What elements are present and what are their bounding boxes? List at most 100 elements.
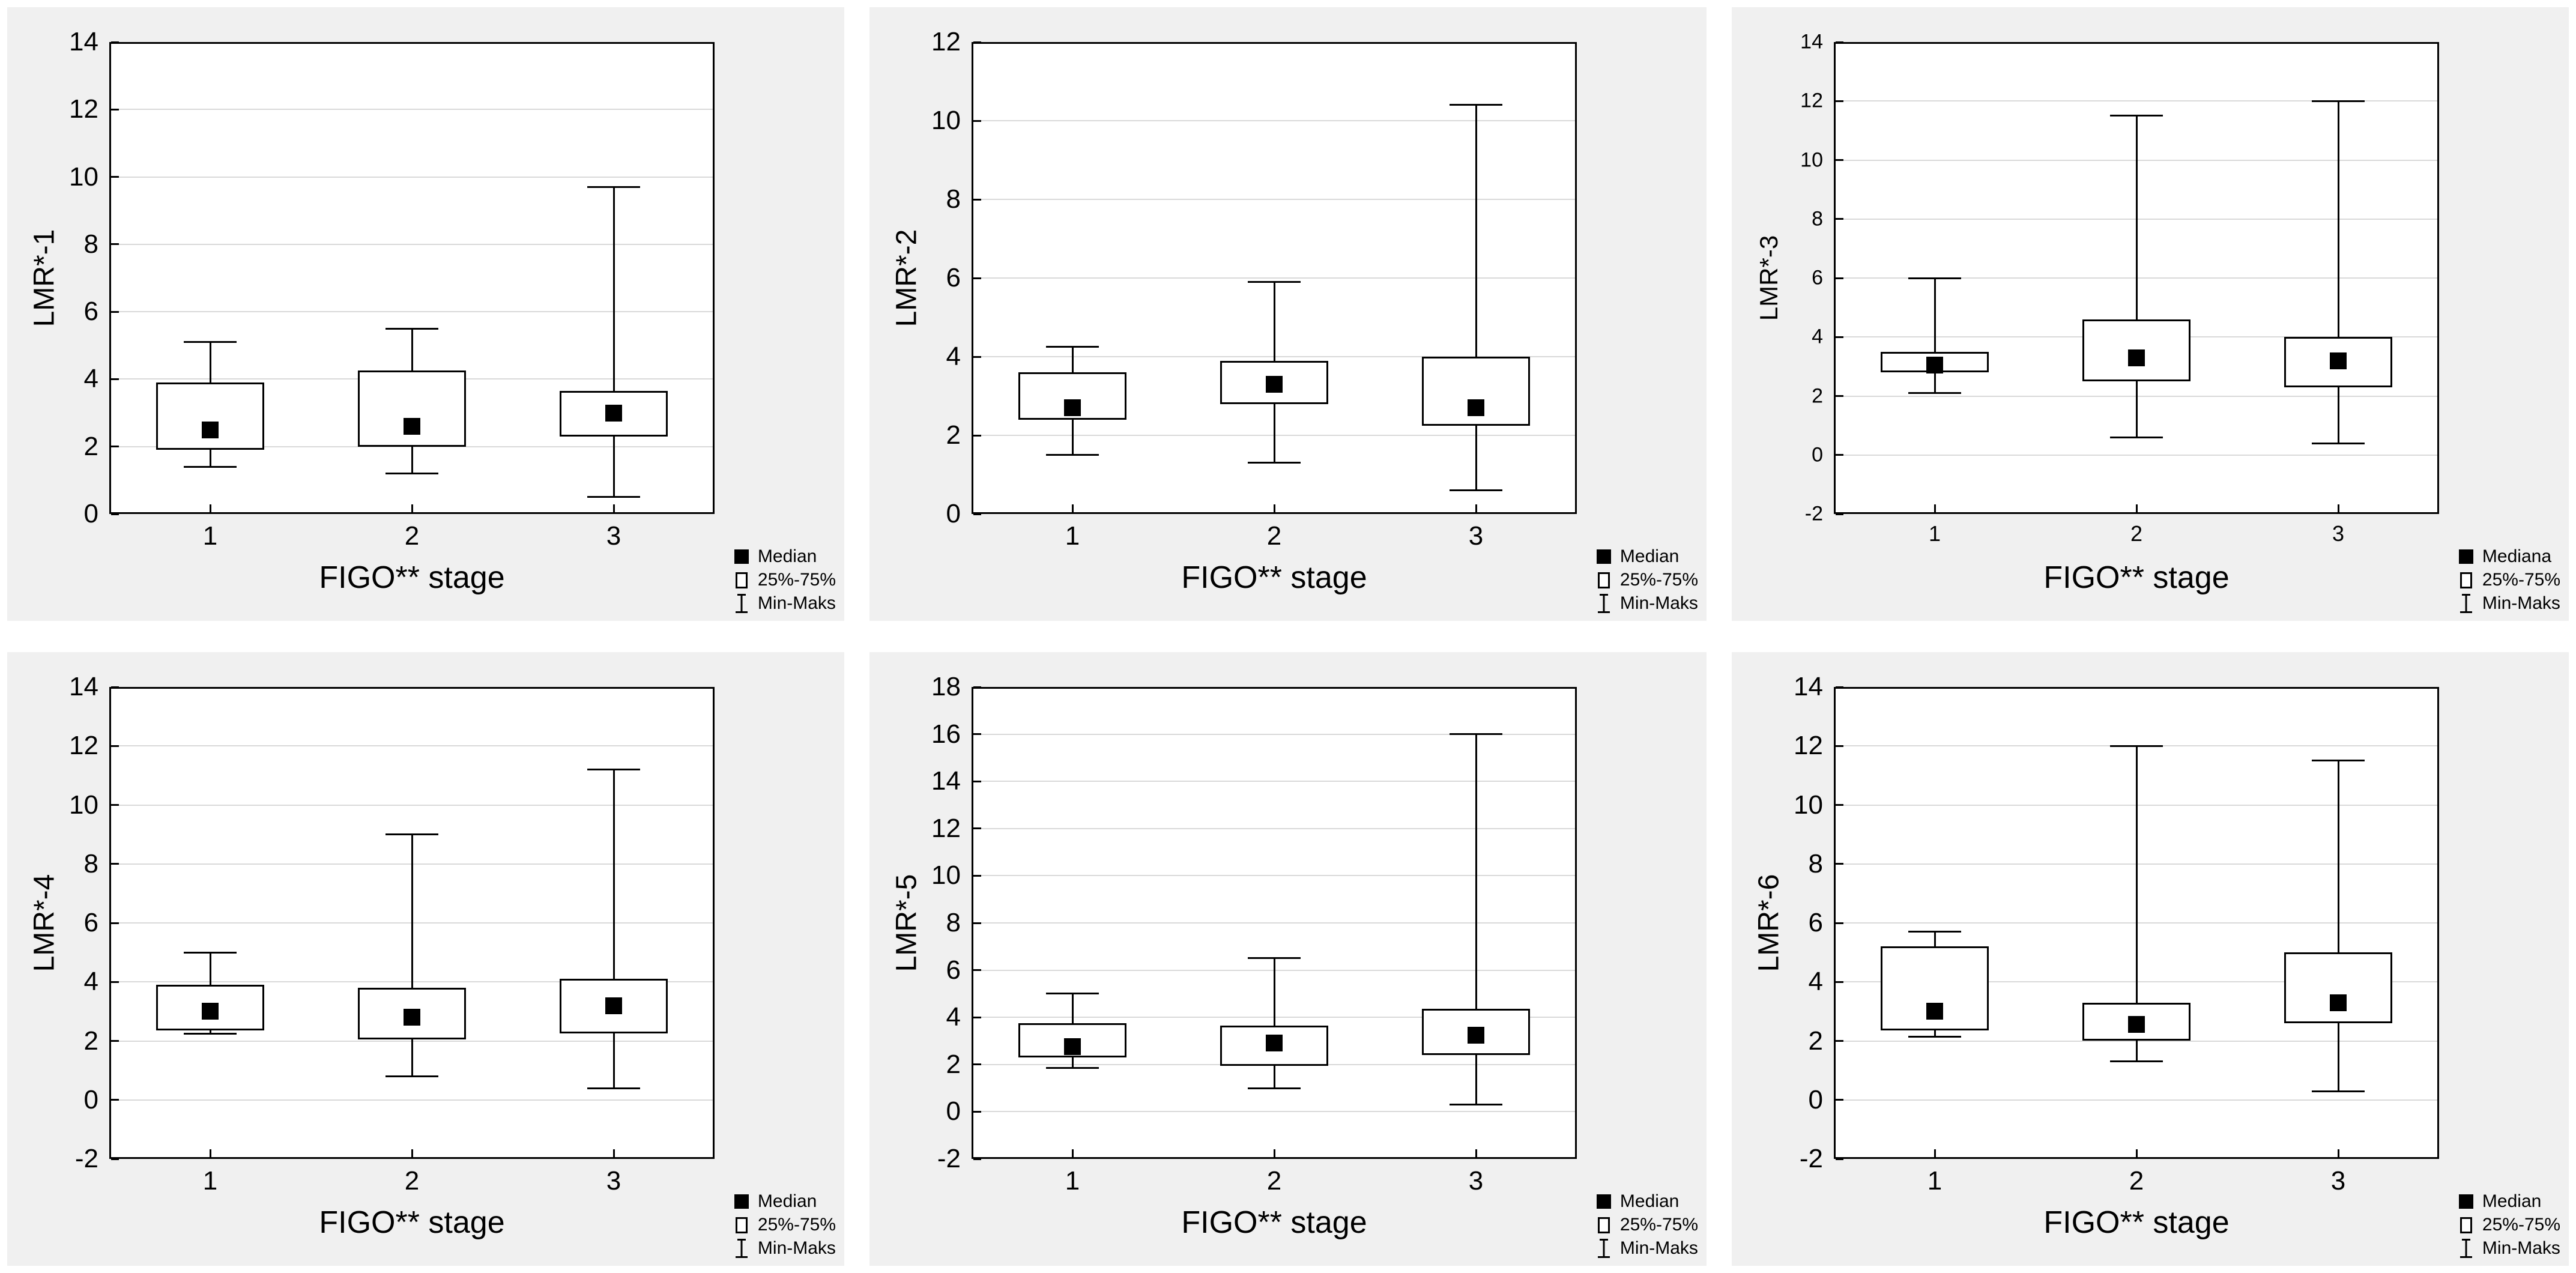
whisker-line bbox=[2337, 101, 2339, 444]
y-axis-tick-label: -2 bbox=[1804, 502, 1823, 525]
min-max-whisker-icon bbox=[1597, 594, 1610, 613]
legend-icon-cell bbox=[733, 549, 751, 564]
median-marker bbox=[1266, 1035, 1283, 1052]
x-axis-tick bbox=[1273, 1149, 1275, 1157]
y-axis-tick-label: 10 bbox=[931, 106, 961, 135]
gridline bbox=[1834, 100, 2439, 102]
median-marker bbox=[1926, 356, 1943, 373]
x-axis-tick-label: 1 bbox=[1928, 521, 1941, 546]
x-axis-tick-label: 3 bbox=[1468, 1166, 1484, 1196]
legend-icon-cell bbox=[2457, 1217, 2475, 1233]
legend-icon-cell bbox=[2457, 572, 2475, 588]
y-axis-tick-label: 2 bbox=[946, 1049, 961, 1079]
median-marker bbox=[202, 421, 219, 438]
y-axis-tick-label: 6 bbox=[83, 908, 98, 937]
y-axis-tick-label: 2 bbox=[1808, 1026, 1823, 1056]
y-axis-tick bbox=[1836, 218, 1843, 220]
x-axis-tick-label: 2 bbox=[1266, 521, 1282, 551]
gridline bbox=[972, 781, 1577, 782]
x-axis-tick-label: 1 bbox=[202, 1166, 218, 1196]
x-axis-tick-label: 2 bbox=[2130, 521, 2143, 546]
y-axis-tick-label: 6 bbox=[946, 263, 961, 292]
plot-area bbox=[972, 686, 1577, 1160]
y-axis-tick-label: 6 bbox=[946, 955, 961, 985]
legend-icon-cell bbox=[2457, 594, 2475, 613]
gridline bbox=[109, 1099, 715, 1101]
y-axis-tick-label: 8 bbox=[946, 184, 961, 214]
legend-row-median: Median bbox=[1595, 546, 1698, 567]
median-marker bbox=[2330, 994, 2347, 1011]
y-axis-tick-label: 4 bbox=[83, 967, 98, 997]
y-axis-tick-label: 4 bbox=[946, 1002, 961, 1032]
y-axis-tick-label: 0 bbox=[946, 499, 961, 528]
median-marker bbox=[2128, 349, 2145, 366]
y-axis-tick-label: 10 bbox=[69, 162, 98, 192]
legend-icon-cell bbox=[2457, 1194, 2475, 1209]
y-axis-tick bbox=[973, 922, 981, 924]
y-axis-tick-label: 4 bbox=[83, 364, 98, 394]
legend-label-iqr: 25%-75% bbox=[2482, 570, 2560, 590]
whisker-cap-max bbox=[2110, 115, 2163, 117]
median-marker bbox=[605, 997, 622, 1014]
median-marker bbox=[2330, 352, 2347, 369]
whisker-cap-min bbox=[587, 1087, 640, 1089]
y-axis-tick-label: 4 bbox=[1812, 325, 1823, 348]
x-axis-title: FIGO** stage bbox=[1181, 1205, 1367, 1240]
legend-row-median: Median bbox=[733, 546, 836, 567]
gridline bbox=[972, 1111, 1577, 1113]
legend-row-minmax: Min-Maks bbox=[733, 1238, 836, 1259]
gridline bbox=[972, 277, 1577, 279]
y-axis-tick bbox=[973, 513, 981, 515]
legend-icon-cell bbox=[2457, 549, 2475, 564]
y-axis-tick-label: 8 bbox=[946, 908, 961, 937]
plot-area bbox=[109, 41, 715, 515]
median-marker bbox=[605, 404, 622, 422]
plot-area bbox=[1834, 686, 2439, 1160]
x-axis-tick-label: 2 bbox=[1266, 1166, 1282, 1196]
plot-area bbox=[109, 686, 715, 1160]
legend-row-median: Median bbox=[1595, 1191, 1698, 1212]
x-axis-title: FIGO** stage bbox=[1181, 560, 1367, 595]
gridline bbox=[1834, 454, 2439, 456]
y-axis-tick-label: 8 bbox=[83, 848, 98, 878]
median-marker-icon bbox=[2458, 549, 2473, 564]
x-axis-title: FIGO** stage bbox=[319, 1205, 505, 1240]
legend-icon-cell bbox=[1595, 549, 1613, 564]
legend-row-iqr: 25%-75% bbox=[733, 570, 836, 590]
legend-icon-cell bbox=[1595, 572, 1613, 588]
y-axis-tick-label: 14 bbox=[1800, 30, 1823, 53]
whisker-line bbox=[1273, 958, 1275, 1089]
y-axis-tick-label: 4 bbox=[946, 342, 961, 371]
x-axis-tick-label: 2 bbox=[404, 521, 420, 551]
legend-icon-cell bbox=[733, 594, 751, 613]
whisker-line bbox=[612, 769, 615, 1089]
y-axis-tick bbox=[111, 378, 119, 380]
y-axis-tick-label: 8 bbox=[1812, 207, 1823, 231]
y-axis-tick bbox=[1836, 513, 1843, 515]
median-marker-icon bbox=[734, 549, 749, 564]
y-axis-tick-label: -2 bbox=[1799, 1144, 1823, 1173]
legend: Median 25%-75% Min-Maks bbox=[1595, 546, 1698, 614]
y-axis-tick bbox=[973, 1158, 981, 1160]
whisker-cap-min bbox=[184, 1032, 237, 1035]
legend-label-iqr: 25%-75% bbox=[757, 570, 836, 590]
gridline bbox=[1834, 1099, 2439, 1101]
y-axis-tick-label: 10 bbox=[1794, 790, 1823, 820]
boxplot-panel-lmr-3: LMR*-3 FIGO** stage Mediana 25%-75% Min-… bbox=[1732, 7, 2569, 621]
iqr-box-icon bbox=[735, 572, 748, 588]
x-axis-tick-label: 1 bbox=[1927, 1166, 1943, 1196]
legend: Median 25%-75% Min-Maks bbox=[2457, 1191, 2560, 1259]
y-axis-tick bbox=[111, 686, 119, 688]
legend-label-minmax: Min-Maks bbox=[1619, 593, 1698, 613]
y-axis-tick bbox=[1836, 159, 1843, 161]
y-axis-tick-label: 12 bbox=[69, 94, 98, 124]
iqr-box-icon bbox=[1597, 572, 1610, 588]
y-axis-tick bbox=[1836, 395, 1843, 397]
legend: Median 25%-75% Min-Maks bbox=[733, 1191, 836, 1259]
legend-label-minmax: Min-Maks bbox=[2482, 1238, 2560, 1258]
y-axis-tick-label: 2 bbox=[83, 431, 98, 461]
boxplot-panel-lmr-2: LMR*-2 FIGO** stage Median 25%-75% Min-M… bbox=[869, 7, 1707, 621]
y-axis-tick-label: 6 bbox=[83, 297, 98, 327]
whisker-cap-max bbox=[587, 186, 640, 188]
